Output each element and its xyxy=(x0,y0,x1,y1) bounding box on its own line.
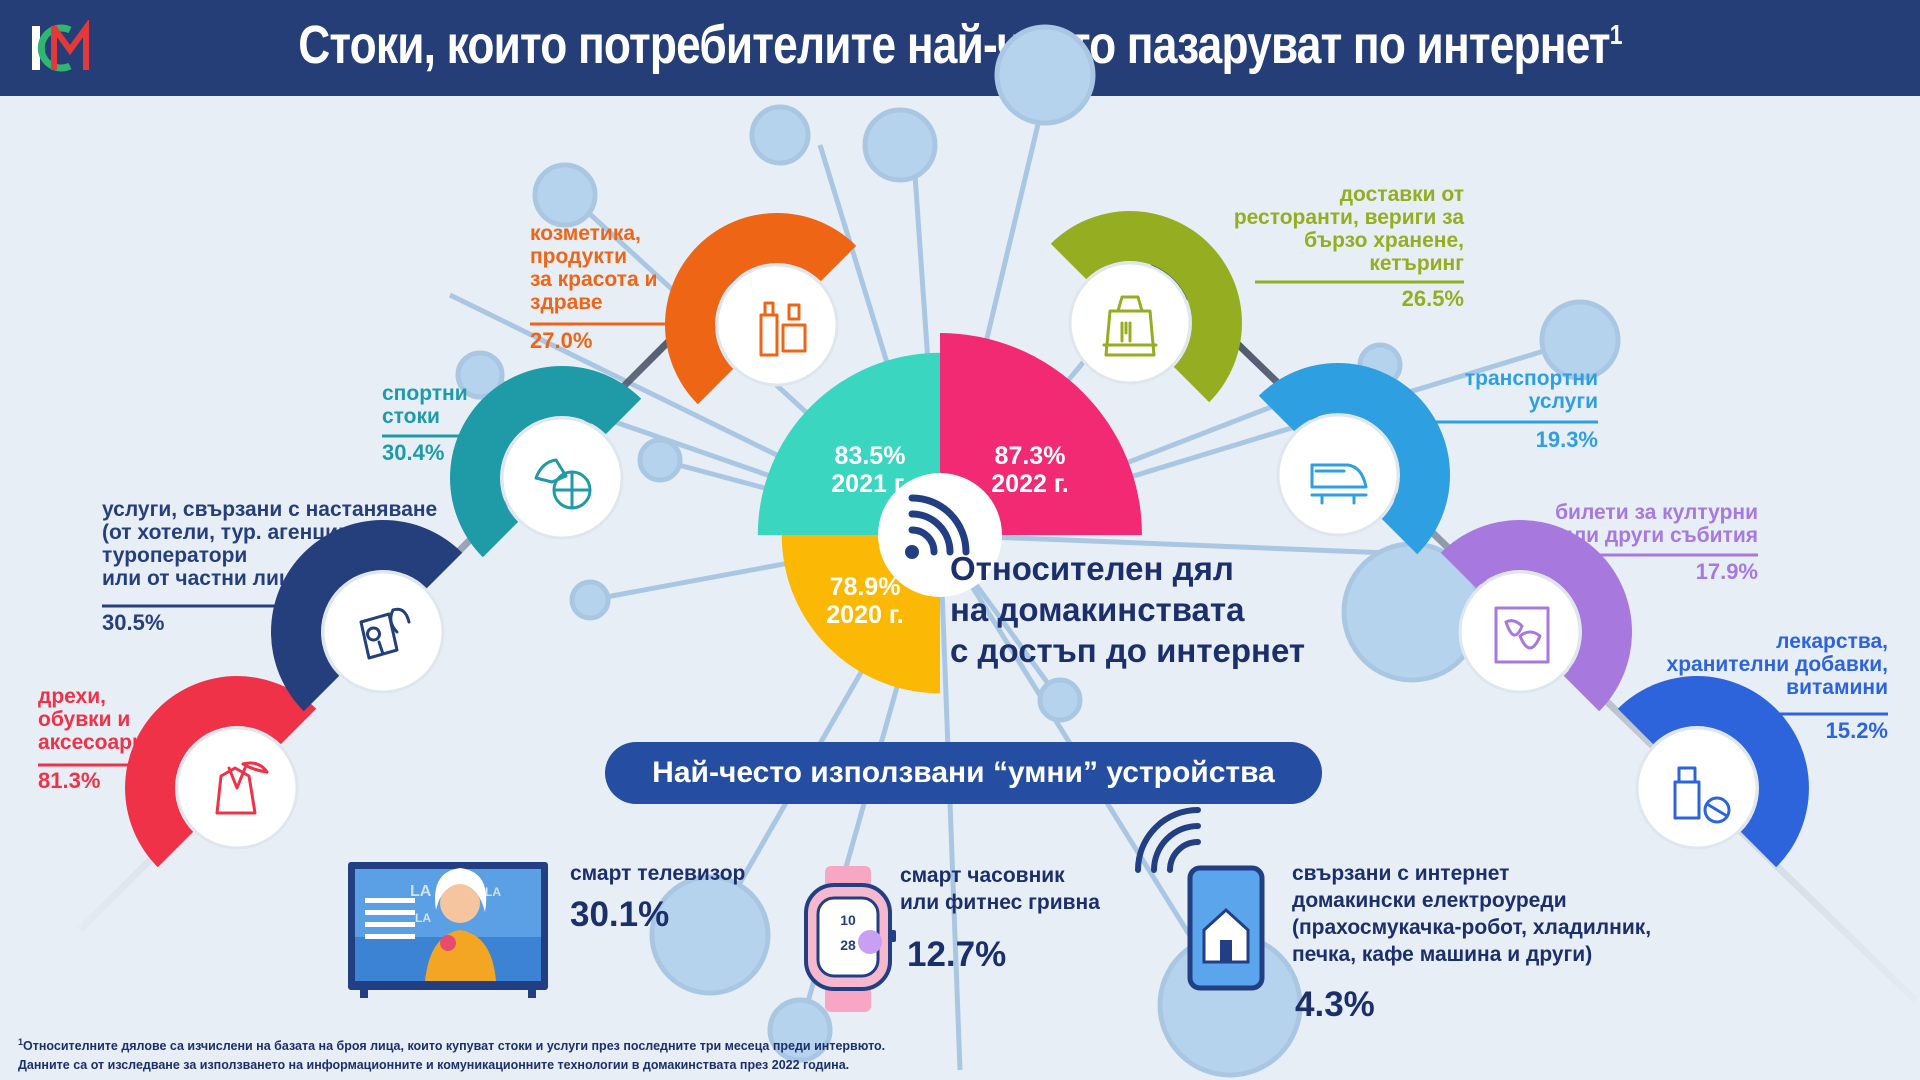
category-label-culture: билети за културни или други събития xyxy=(1555,501,1758,547)
device-value-smartwatch: 12.7% xyxy=(907,935,1007,974)
internet-access-chart xyxy=(757,333,1142,694)
category-label-clothes: дрехи, обувки и аксесоари xyxy=(38,685,145,754)
category-arc-sports xyxy=(450,366,642,558)
category-value-cosmetics: 27.0% xyxy=(530,328,593,353)
medicine-icon xyxy=(1635,726,1759,850)
device-value-smart-home: 4.3% xyxy=(1295,985,1375,1024)
device-label-smartwatch: смарт часовник или фитнес гривна xyxy=(900,864,1100,914)
category-label-transport: транспортни услуги xyxy=(1464,367,1598,413)
category-label-medicine: лекарства, хранителни добавки, витамини xyxy=(1666,630,1888,699)
category-arc-cosmetics xyxy=(665,213,857,405)
category-value-clothes: 81.3% xyxy=(38,768,101,793)
smart-devices-banner: Най-често използвани “умни” устройства xyxy=(605,742,1322,804)
pie-slice-2022 xyxy=(940,333,1142,535)
category-value-medicine: 15.2% xyxy=(1825,718,1888,743)
category-value-food-delivery: 26.5% xyxy=(1401,286,1464,311)
internet-access-label: Относителен дял на домакинствата с достъ… xyxy=(950,550,1306,669)
tv-screen-text: LA xyxy=(485,885,501,899)
header-bar: Стоки, които потребителите най-често паз… xyxy=(0,0,1920,96)
device-label-smart-tv: смарт телевизор xyxy=(570,862,746,885)
category-arc-culture xyxy=(1440,520,1632,712)
category-arc-transport xyxy=(1258,363,1450,555)
category-icons xyxy=(175,261,1759,850)
travel-icon xyxy=(321,570,445,694)
wifi-icon xyxy=(905,494,970,559)
nsi-logo-icon xyxy=(32,20,89,72)
pie-label-2021: 83.5% 2021 г. xyxy=(831,442,909,498)
category-label-cosmetics: козметика, продукти за красота и здраве xyxy=(530,222,658,314)
category-value-culture: 17.9% xyxy=(1695,559,1758,584)
tv-screen-text: LA xyxy=(410,883,432,900)
category-label-accommodation: услуги, свързани с настаняване (от хотели… xyxy=(102,498,438,590)
category-value-sports: 30.4% xyxy=(382,440,445,465)
smartwatch-icon: 10 28 xyxy=(804,866,896,1012)
pie-label-2020: 78.9% 2020 г. xyxy=(826,573,904,629)
tv-screen-text: LA xyxy=(415,911,431,925)
category-value-accommodation: 30.5% xyxy=(102,610,165,635)
pie-slice-2021 xyxy=(757,352,940,535)
train-icon xyxy=(1276,413,1400,537)
category-arc-medicine xyxy=(1617,676,1809,868)
category-arcs xyxy=(125,211,1809,868)
footnote: 1Относителните дялове са изчислени на ба… xyxy=(18,1037,886,1073)
category-arc-accommodation xyxy=(271,520,463,712)
label-underlines xyxy=(38,280,1888,767)
smart-home-icon xyxy=(1135,807,1265,991)
category-arc-clothes xyxy=(125,676,317,868)
watch-screen-text: 28 xyxy=(840,937,856,953)
device-value-smart-tv: 30.1% xyxy=(570,895,670,934)
category-label-sports: спортни стоки xyxy=(382,382,468,428)
page-title: Стоки, които потребителите най-често паз… xyxy=(298,15,1622,75)
category-value-transport: 19.3% xyxy=(1535,427,1598,452)
pie-label-2022: 87.3% 2022 г. xyxy=(991,442,1069,498)
category-arc-food-delivery xyxy=(1050,211,1242,403)
smart-tv-icon: LA LA LA xyxy=(348,862,548,998)
device-label-smart-home: свързани с интернет домакински електроур… xyxy=(1292,862,1652,966)
category-label-food-delivery: доставки от ресторанти, вериги за бързо хр… xyxy=(1233,183,1464,275)
watch-screen-text: 10 xyxy=(840,912,856,928)
